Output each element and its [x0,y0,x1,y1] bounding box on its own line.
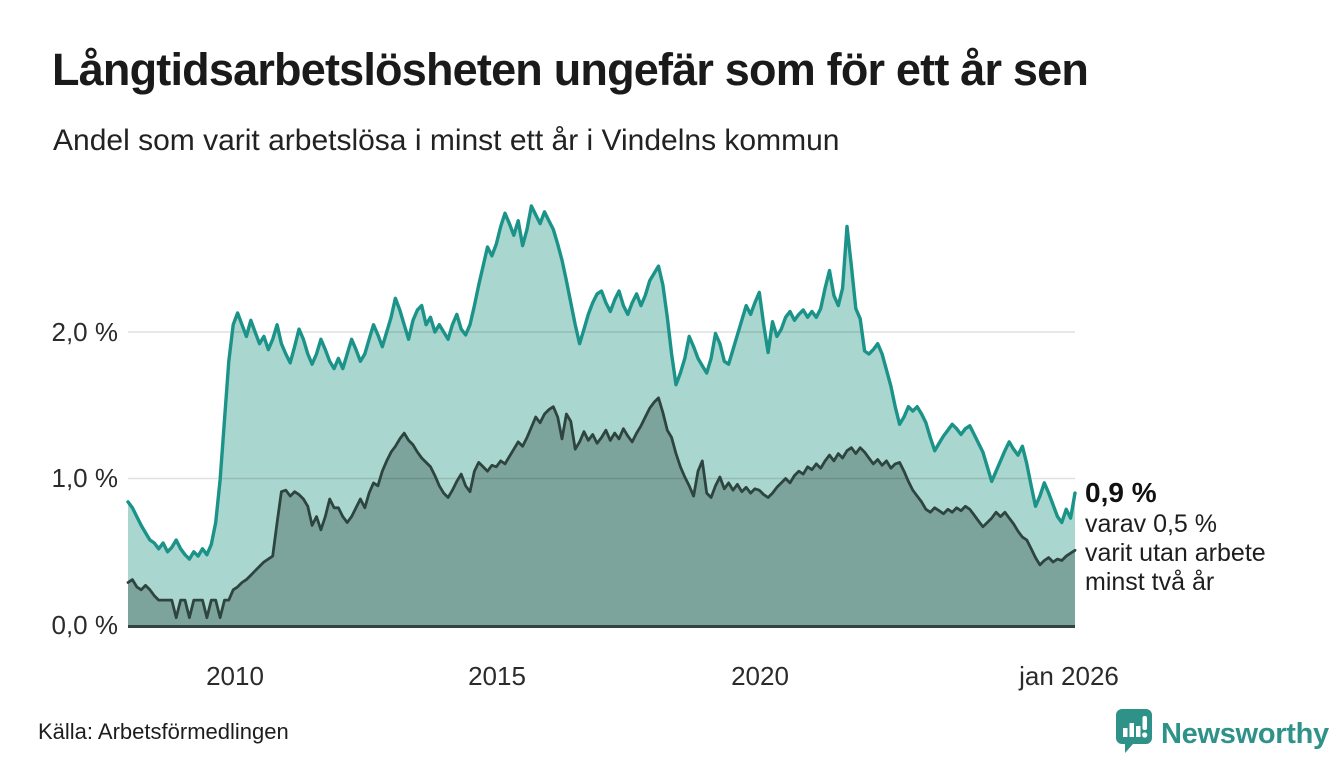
line-series-1 [126,396,1077,620]
y-axis-tick-1.0: 1,0 % [51,463,119,493]
newsworthy-wordmark: Newsworthy [1161,717,1329,750]
latest-value-label: 0,9 % [1085,477,1157,508]
line-series-0 [126,204,1077,561]
source-credit: Källa: Arbetsförmedlingen [38,719,289,744]
annotation-detail-line-2: varit utan arbete [1085,539,1266,567]
annotation-detail-line-3: minst två år [1085,568,1215,596]
x-axis-tick-jan-2026: jan 2026 [1019,661,1119,691]
y-axis-tick-2.0: 2,0 % [51,317,119,347]
page-title: Långtidsarbetslösheten ungefär som för e… [52,44,1089,95]
newsworthy-logo[interactable]: Newsworthy [1115,708,1329,759]
x-axis-tick-2020: 2020 [731,661,789,691]
newsworthy-bubble-chart-icon [1115,708,1153,759]
x-axis-tick-2010: 2010 [206,661,264,691]
annotation-detail-line-1: varav 0,5 % [1085,510,1218,538]
latest-value-annotation: 0,9 % varav 0,5 % varit utan arbete mins… [1085,476,1325,597]
y-axis-tick-0.0: 0,0 % [51,610,119,640]
x-axis-tick-2015: 2015 [468,661,526,691]
page-subtitle: Andel som varit arbetslösa i minst ett å… [53,124,840,157]
